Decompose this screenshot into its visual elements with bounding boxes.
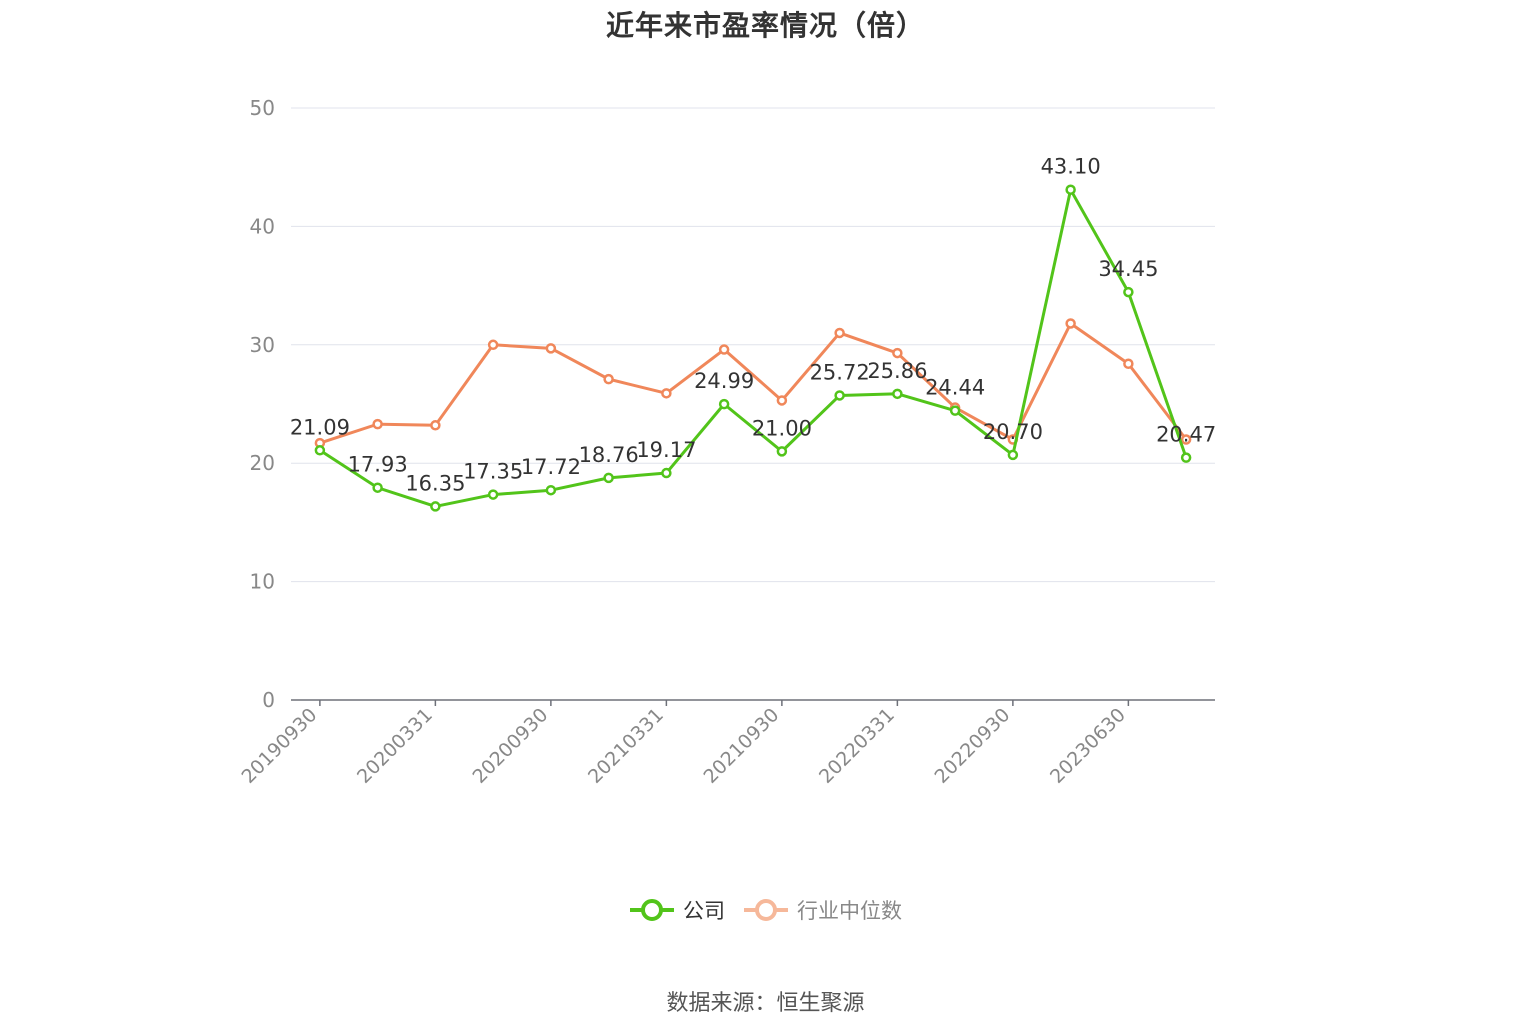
data-point-company bbox=[1065, 184, 1076, 195]
data-label: 20.47 bbox=[1156, 423, 1216, 447]
data-point-industry-median bbox=[545, 343, 557, 354]
data-label: 17.72 bbox=[521, 455, 581, 479]
data-point-industry-median bbox=[892, 347, 903, 359]
data-point-company bbox=[314, 445, 326, 456]
data-point-industry-median bbox=[718, 344, 730, 355]
data-point-company bbox=[892, 388, 903, 400]
y-tick-label: 0 bbox=[262, 688, 275, 712]
y-tick-label: 20 bbox=[250, 451, 275, 475]
data-point-industry-median bbox=[372, 418, 383, 430]
series-line-industry-median bbox=[319, 321, 1188, 445]
data-point-industry-median bbox=[776, 395, 788, 406]
data-label: 43.10 bbox=[1041, 155, 1101, 179]
x-tick-label: 20220331 bbox=[815, 704, 899, 788]
data-label: 25.86 bbox=[867, 359, 927, 383]
data-point-company bbox=[1007, 449, 1019, 461]
legend-item-industry-median[interactable]: 行业中位数 bbox=[743, 895, 902, 925]
y-tick-label: 10 bbox=[250, 570, 275, 594]
line-chart: 0 10 20 30 40 50 20190930 20200331 20200930 20210… bbox=[237, 96, 1216, 788]
data-point-company bbox=[949, 405, 961, 416]
data-point-company bbox=[834, 390, 845, 401]
legend: 公司 行业中位数 bbox=[0, 895, 1531, 925]
data-point-industry-median bbox=[603, 373, 614, 385]
data-point-industry-median bbox=[1123, 358, 1134, 369]
data-label: 24.44 bbox=[925, 376, 985, 400]
data-point-company bbox=[776, 446, 788, 457]
data-label: 17.93 bbox=[348, 453, 408, 477]
data-point-company bbox=[487, 489, 499, 500]
data-label: 17.35 bbox=[463, 460, 523, 484]
legend-label-company: 公司 bbox=[683, 899, 725, 923]
x-tick-label: 20230630 bbox=[1046, 704, 1130, 788]
legend-label-industry-median: 行业中位数 bbox=[797, 899, 902, 923]
x-tick-label: 20220930 bbox=[930, 704, 1014, 788]
data-point-company bbox=[545, 484, 557, 496]
data-point-industry-median bbox=[487, 339, 499, 351]
x-tick-label: 20200331 bbox=[353, 704, 437, 788]
data-label: 19.17 bbox=[636, 438, 696, 462]
data-point-industry-median bbox=[661, 388, 672, 399]
data-label: 25.72 bbox=[810, 360, 870, 384]
y-tick-label: 50 bbox=[250, 96, 275, 120]
legend-company-marker-icon bbox=[630, 899, 674, 921]
x-tick-label: 20210930 bbox=[699, 704, 783, 788]
data-point-industry-median bbox=[1180, 434, 1192, 445]
data-label: 21.09 bbox=[290, 415, 350, 439]
data-point-company bbox=[372, 482, 383, 493]
data-label: 21.00 bbox=[752, 416, 812, 440]
data-label: 20.70 bbox=[983, 420, 1043, 444]
data-source-note: 数据来源：恒生聚源 bbox=[666, 991, 865, 1016]
data-point-company bbox=[1180, 452, 1192, 463]
data-point-company bbox=[661, 467, 672, 479]
y-tick-label: 30 bbox=[250, 333, 275, 357]
chart-title: 近年来市盈率情况（倍） bbox=[605, 9, 925, 42]
data-point-industry-median bbox=[430, 420, 441, 431]
x-tick-label: 20190930 bbox=[237, 704, 321, 788]
data-point-company bbox=[718, 398, 730, 410]
legend-industry-marker-icon bbox=[744, 899, 788, 921]
x-tick-label: 20210331 bbox=[584, 704, 668, 788]
data-point-company bbox=[430, 501, 441, 512]
y-tick-label: 40 bbox=[250, 214, 275, 238]
data-point-company bbox=[603, 472, 614, 484]
data-label: 18.76 bbox=[579, 443, 639, 467]
data-point-company bbox=[1123, 286, 1134, 298]
x-tick-label: 20200930 bbox=[468, 704, 552, 788]
series-line-company bbox=[319, 188, 1188, 508]
data-point-industry-median bbox=[834, 327, 845, 339]
legend-item-company[interactable]: 公司 bbox=[629, 895, 725, 925]
data-label: 34.45 bbox=[1098, 257, 1158, 281]
data-label: 16.35 bbox=[405, 471, 465, 495]
data-point-industry-median bbox=[1065, 318, 1076, 329]
data-label: 24.99 bbox=[694, 369, 754, 393]
